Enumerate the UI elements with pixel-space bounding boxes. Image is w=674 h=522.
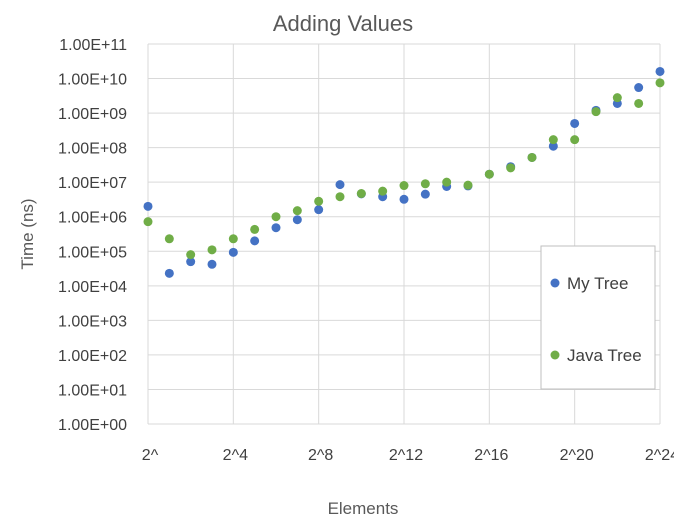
legend-label-my-tree: My Tree bbox=[567, 274, 628, 293]
y-tick-label: 1.00E+00 bbox=[58, 417, 127, 434]
data-point bbox=[442, 177, 452, 187]
data-point bbox=[591, 107, 601, 117]
x-tick-label: 2^20 bbox=[560, 447, 594, 464]
data-point bbox=[292, 215, 302, 225]
data-point bbox=[655, 66, 665, 76]
data-point bbox=[548, 135, 558, 145]
y-tick-label: 1.00E+03 bbox=[58, 313, 127, 330]
legend-marker-java-tree bbox=[550, 350, 560, 360]
data-point bbox=[250, 236, 260, 246]
data-point bbox=[484, 169, 494, 179]
data-point bbox=[506, 163, 516, 173]
data-point bbox=[570, 135, 580, 145]
y-tick-label: 1.00E+06 bbox=[58, 210, 127, 227]
data-point bbox=[634, 83, 644, 93]
data-point bbox=[378, 186, 388, 196]
data-point bbox=[207, 245, 217, 255]
x-tick-label: 2^4 bbox=[223, 447, 248, 464]
data-point bbox=[164, 234, 174, 244]
y-tick-label: 1.00E+10 bbox=[58, 72, 127, 89]
x-tick-label: 2^16 bbox=[474, 447, 508, 464]
data-point bbox=[207, 259, 217, 269]
data-point bbox=[335, 180, 345, 190]
data-point bbox=[527, 152, 537, 162]
x-axis-tick-labels: 2^ 2^4 2^8 2^12 2^16 2^20 2^24 bbox=[142, 447, 674, 464]
y-tick-label: 1.00E+05 bbox=[58, 244, 127, 261]
data-point bbox=[399, 181, 409, 191]
data-point bbox=[143, 217, 153, 227]
data-point bbox=[570, 118, 580, 128]
y-tick-label: 1.00E+08 bbox=[58, 141, 127, 158]
chart-title: Adding Values bbox=[273, 11, 413, 36]
y-axis-tick-labels: 1.00E+00 1.00E+01 1.00E+02 1.00E+03 1.00E+04… bbox=[58, 37, 127, 434]
y-tick-label: 1.00E+09 bbox=[58, 106, 127, 123]
y-axis-title: Time (ns) bbox=[18, 198, 37, 269]
x-tick-label: 2^12 bbox=[389, 447, 423, 464]
data-points bbox=[143, 66, 665, 278]
data-point bbox=[250, 224, 260, 234]
data-point bbox=[420, 179, 430, 189]
data-point bbox=[335, 192, 345, 202]
data-point bbox=[228, 247, 238, 257]
data-point bbox=[228, 234, 238, 244]
data-point bbox=[314, 205, 324, 215]
legend-box bbox=[540, 245, 656, 390]
data-point bbox=[143, 201, 153, 211]
y-tick-label: 1.00E+02 bbox=[58, 348, 127, 365]
data-point bbox=[612, 93, 622, 103]
data-point bbox=[634, 98, 644, 108]
legend-marker-my-tree bbox=[550, 278, 560, 288]
data-point bbox=[271, 223, 281, 233]
y-tick-label: 1.00E+01 bbox=[58, 382, 127, 399]
data-point bbox=[420, 189, 430, 199]
data-point bbox=[292, 206, 302, 216]
y-tick-label: 1.00E+07 bbox=[58, 175, 127, 192]
x-tick-label: 2^8 bbox=[308, 447, 333, 464]
data-point bbox=[399, 194, 409, 204]
legend: My Tree Java Tree bbox=[540, 245, 656, 390]
legend-label-java-tree: Java Tree bbox=[567, 346, 642, 365]
data-point bbox=[655, 78, 665, 88]
data-point bbox=[186, 257, 196, 267]
data-point bbox=[463, 180, 473, 190]
data-point bbox=[356, 189, 366, 199]
x-tick-label: 2^24 bbox=[645, 447, 674, 464]
data-point bbox=[164, 268, 174, 278]
data-point bbox=[271, 212, 281, 222]
x-tick-label: 2^ bbox=[142, 447, 159, 464]
data-point bbox=[186, 250, 196, 260]
data-point bbox=[314, 196, 324, 206]
y-tick-label: 1.00E+11 bbox=[59, 37, 127, 54]
y-tick-label: 1.00E+04 bbox=[58, 279, 127, 296]
series-java-tree bbox=[143, 78, 665, 260]
data-point bbox=[548, 141, 558, 151]
x-axis-title: Elements bbox=[328, 499, 399, 518]
